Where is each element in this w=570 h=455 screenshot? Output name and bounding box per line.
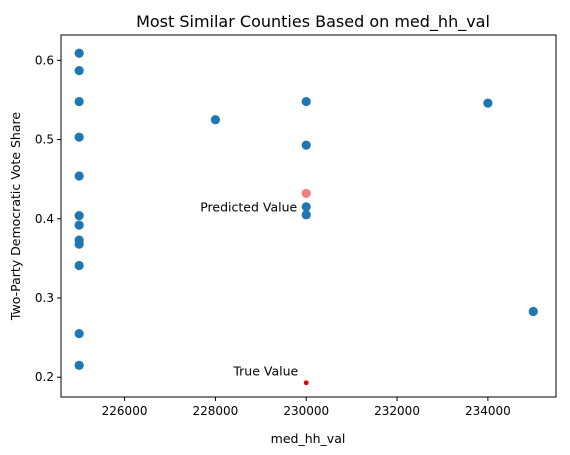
- data-point: [302, 97, 311, 106]
- data-point: [75, 329, 84, 338]
- data-point: [302, 141, 311, 150]
- y-tick-label: 0.5: [35, 133, 54, 147]
- annotations-layer: Predicted Value True Value: [200, 189, 311, 385]
- data-point: [75, 361, 84, 370]
- data-point: [302, 202, 311, 211]
- y-tick-label: 0.3: [35, 291, 54, 305]
- data-point: [75, 261, 84, 270]
- x-tick-label: 226000: [102, 404, 148, 418]
- x-tick-label: 232000: [374, 404, 420, 418]
- x-axis-label: med_hh_val: [271, 431, 346, 446]
- predicted-value-label: Predicted Value: [200, 199, 297, 214]
- data-point: [211, 115, 220, 124]
- data-point: [75, 49, 84, 58]
- y-tick-label: 0.4: [35, 212, 54, 226]
- data-point: [302, 210, 311, 219]
- data-point: [75, 240, 84, 249]
- data-point: [483, 99, 492, 108]
- true-value-label: True Value: [232, 364, 298, 379]
- y-axis-label: Two-Party Democratic Vote Share: [8, 112, 23, 321]
- data-point: [529, 307, 538, 316]
- y-tick-label: 0.2: [35, 370, 54, 384]
- chart-title: Most Similar Counties Based on med_hh_va…: [136, 12, 490, 32]
- x-axis: 226000 228000 230000 232000 234000: [102, 397, 511, 418]
- data-point: [75, 221, 84, 230]
- true-value-point: [304, 380, 309, 385]
- data-point: [75, 66, 84, 75]
- y-tick-label: 0.6: [35, 53, 54, 67]
- x-tick-label: 228000: [192, 404, 238, 418]
- x-tick-label: 230000: [283, 404, 329, 418]
- points-layer: [75, 49, 538, 370]
- data-point: [75, 97, 84, 106]
- predicted-value-point: [302, 189, 311, 198]
- x-tick-label: 234000: [465, 404, 511, 418]
- y-axis: 0.2 0.3 0.4 0.5 0.6: [35, 53, 61, 384]
- data-point: [75, 133, 84, 142]
- data-point: [75, 211, 84, 220]
- data-point: [75, 171, 84, 180]
